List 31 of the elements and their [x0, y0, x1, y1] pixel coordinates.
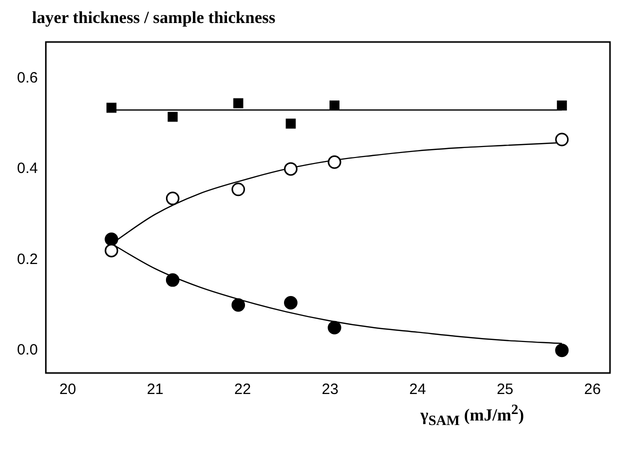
x-tick-label: 21 — [146, 381, 164, 398]
point — [106, 102, 116, 113]
x-tick-label: 26 — [584, 381, 601, 398]
point — [329, 100, 340, 110]
point — [555, 132, 569, 146]
point — [328, 155, 342, 169]
point — [232, 182, 246, 196]
y-tick-label: 0.2 — [16, 250, 38, 268]
point — [166, 192, 180, 206]
y-tick-label: 0.4 — [16, 160, 38, 178]
point — [233, 98, 244, 108]
x-tick-label: 20 — [59, 381, 76, 398]
x-axis-title: γ$_{SAM}$ (mJ/m$^{2}$) — [419, 402, 525, 430]
point — [556, 100, 567, 110]
point — [286, 118, 296, 129]
y-tick-label: 0.0 — [16, 341, 38, 358]
x-tick-label: 25 — [496, 381, 514, 398]
point — [284, 296, 298, 310]
point — [104, 244, 118, 258]
point — [104, 232, 118, 246]
x-tick-label: 23 — [322, 381, 338, 398]
point — [232, 298, 246, 312]
x-tick-label: 24 — [409, 381, 426, 398]
point — [168, 112, 178, 122]
point — [555, 344, 569, 358]
point — [166, 273, 180, 287]
y-axis-title: layer thickness / sample thickness — [31, 8, 276, 29]
x-tick-label: 22 — [234, 381, 251, 398]
point — [284, 162, 298, 176]
point — [328, 320, 342, 334]
y-tick-label: 0.6 — [16, 69, 38, 86]
